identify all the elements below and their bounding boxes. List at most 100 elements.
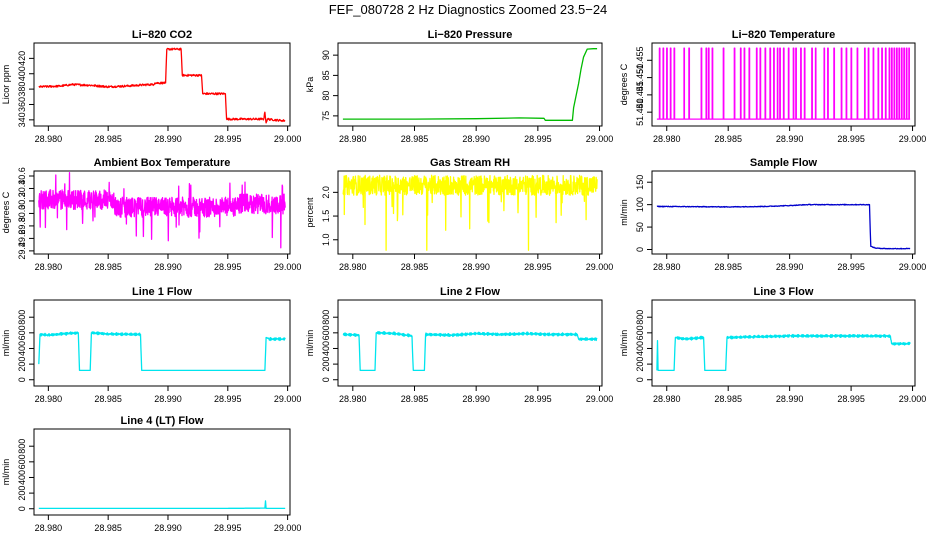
y-tick-label: 30.2 — [17, 192, 27, 210]
y-tick-label: 50 — [635, 222, 645, 232]
y-axis-label: kPa — [305, 77, 315, 93]
y-axis-label: degrees C — [1, 191, 11, 233]
data-series-line — [342, 48, 598, 121]
data-series-line — [38, 500, 286, 510]
plot-frame — [651, 299, 916, 387]
x-tick-label: 28.985 — [401, 134, 429, 144]
x-tick-label: 28.980 — [653, 394, 681, 404]
plot-frame — [337, 299, 603, 387]
x-tick-label: 28.995 — [214, 134, 242, 144]
y-tick-label: 200 — [17, 486, 27, 501]
y-tick-label: 1.0 — [321, 234, 331, 247]
y-tick-label: 90 — [321, 50, 331, 60]
chart-title: Li−820 CO2 — [132, 29, 192, 41]
x-tick-label: 29.000 — [586, 262, 614, 272]
chart-panel: Sample Flow ml/min 28.980 28.985 28.990 28.99… — [619, 157, 926, 272]
data-series-line — [656, 47, 911, 120]
y-tick-label: 360 — [17, 97, 27, 112]
y-tick-label: 2.0 — [321, 186, 331, 199]
plot-frame — [651, 42, 916, 127]
x-tick-label: 28.980 — [339, 394, 367, 404]
x-tick-label: 28.995 — [837, 262, 865, 272]
y-tick-label: 800 — [17, 439, 27, 454]
y-tick-label: 380 — [17, 82, 27, 97]
x-tick-label: 28.980 — [653, 134, 681, 144]
y-tick-label: 150 — [635, 175, 645, 190]
y-tick-label: 29.8 — [17, 217, 27, 235]
y-axis-label: percent — [305, 197, 315, 228]
y-tick-label: 400 — [321, 341, 331, 356]
y-tick-label: 400 — [17, 66, 27, 81]
chart-panel: Line 2 Flow ml/min 28.980 28.985 28.990 28.99… — [305, 286, 613, 404]
y-tick-label: 51.440 — [635, 98, 645, 126]
chart-title: Ambient Box Temperature — [94, 157, 231, 169]
plot-frame — [33, 170, 291, 255]
y-tick-label: 30.6 — [17, 167, 27, 185]
x-tick-label: 28.985 — [401, 394, 429, 404]
y-tick-label: 200 — [17, 357, 27, 372]
x-tick-label: 28.995 — [214, 523, 242, 533]
chart-title: Sample Flow — [750, 157, 818, 169]
y-tick-label: 30.0 — [17, 205, 27, 223]
y-tick-label: 0 — [321, 377, 331, 382]
x-tick-label: 28.985 — [94, 134, 122, 144]
y-tick-label: 340 — [17, 112, 27, 127]
x-tick-label: 29.000 — [586, 134, 614, 144]
x-tick-label: 29.000 — [899, 262, 927, 272]
chart-panel: Ambient Box Temperature degrees C 28.980 28… — [1, 157, 301, 272]
figure-title: FEF_080728 2 Hz Diagnostics Zoomed 23.5−… — [328, 2, 608, 17]
y-tick-label: 51.455 — [635, 47, 645, 75]
y-tick-label: 600 — [17, 454, 27, 469]
plot-frame — [33, 299, 291, 387]
x-tick-label: 28.980 — [653, 262, 681, 272]
x-tick-label: 29.000 — [274, 394, 302, 404]
data-series-line — [38, 47, 286, 124]
x-tick-label: 28.990 — [154, 134, 182, 144]
x-tick-label: 29.000 — [586, 394, 614, 404]
data-series-line — [342, 174, 598, 251]
x-tick-label: 28.985 — [714, 262, 742, 272]
y-tick-label: 29.6 — [17, 230, 27, 248]
y-tick-label: 0 — [17, 377, 27, 382]
y-tick-label: 400 — [17, 470, 27, 485]
chart-panel: Li−820 Pressure kPa 28.980 28.985 28.990 28.9… — [305, 29, 613, 144]
chart-title: Li−820 Temperature — [732, 29, 835, 41]
plot-frame — [337, 170, 603, 255]
x-tick-label: 28.985 — [714, 134, 742, 144]
x-tick-label: 28.990 — [776, 394, 804, 404]
y-tick-label: 420 — [17, 51, 27, 66]
x-tick-label: 29.000 — [274, 262, 302, 272]
y-axis-label: Licor ppm — [1, 65, 11, 105]
y-tick-label: 51.445 — [635, 81, 645, 109]
chart-panel: Li−820 CO2 Licor ppm 28.980 28.985 28.990 28.… — [1, 29, 301, 144]
y-tick-label: 1.5 — [321, 210, 331, 223]
chart-title: Gas Stream RH — [430, 157, 510, 169]
data-series-line — [38, 171, 286, 249]
x-tick-label: 28.980 — [35, 394, 63, 404]
y-tick-label: 400 — [17, 341, 27, 356]
x-tick-label: 28.985 — [401, 262, 429, 272]
plot-frame — [651, 170, 916, 255]
y-tick-label: 80 — [321, 91, 331, 101]
x-tick-label: 28.980 — [339, 134, 367, 144]
x-tick-label: 28.995 — [524, 394, 552, 404]
y-tick-label: 200 — [321, 357, 331, 372]
x-tick-label: 29.000 — [274, 523, 302, 533]
chart-panel: Line 3 Flow ml/min 28.980 28.985 28.990 28.99… — [619, 286, 926, 404]
plot-frame — [337, 42, 603, 127]
x-tick-label: 28.995 — [837, 134, 865, 144]
x-tick-label: 28.990 — [154, 262, 182, 272]
y-axis-label: ml/min — [1, 330, 11, 357]
chart-title: Li−820 Pressure — [428, 29, 513, 41]
x-tick-label: 28.990 — [776, 262, 804, 272]
x-tick-label: 28.995 — [524, 262, 552, 272]
x-tick-label: 28.995 — [837, 394, 865, 404]
x-tick-label: 28.985 — [94, 394, 122, 404]
y-tick-label: 0 — [17, 506, 27, 511]
chart-panel: Line 1 Flow ml/min 28.980 28.985 28.990 28.99… — [1, 286, 301, 404]
x-tick-label: 28.990 — [776, 134, 804, 144]
y-tick-label: 400 — [635, 341, 645, 356]
y-tick-label: 600 — [17, 325, 27, 340]
